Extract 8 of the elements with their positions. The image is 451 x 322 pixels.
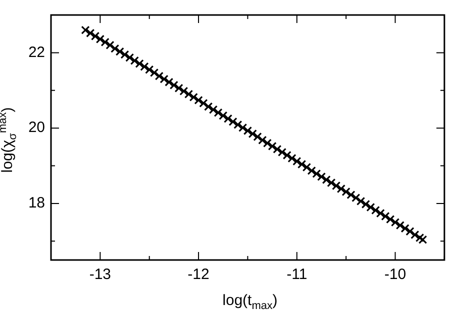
y-tick-label: 22 <box>28 44 45 61</box>
x-axis-title: log(t$_{max}$) <box>222 292 278 312</box>
y-tick-label: 20 <box>28 119 45 136</box>
y-tick-label: 18 <box>28 194 45 212</box>
x-tick-label: -10 <box>384 266 406 284</box>
x-tick-label: -13 <box>89 266 112 284</box>
x-tick-label: -11 <box>286 266 308 284</box>
x-tick-label: -12 <box>188 266 210 284</box>
